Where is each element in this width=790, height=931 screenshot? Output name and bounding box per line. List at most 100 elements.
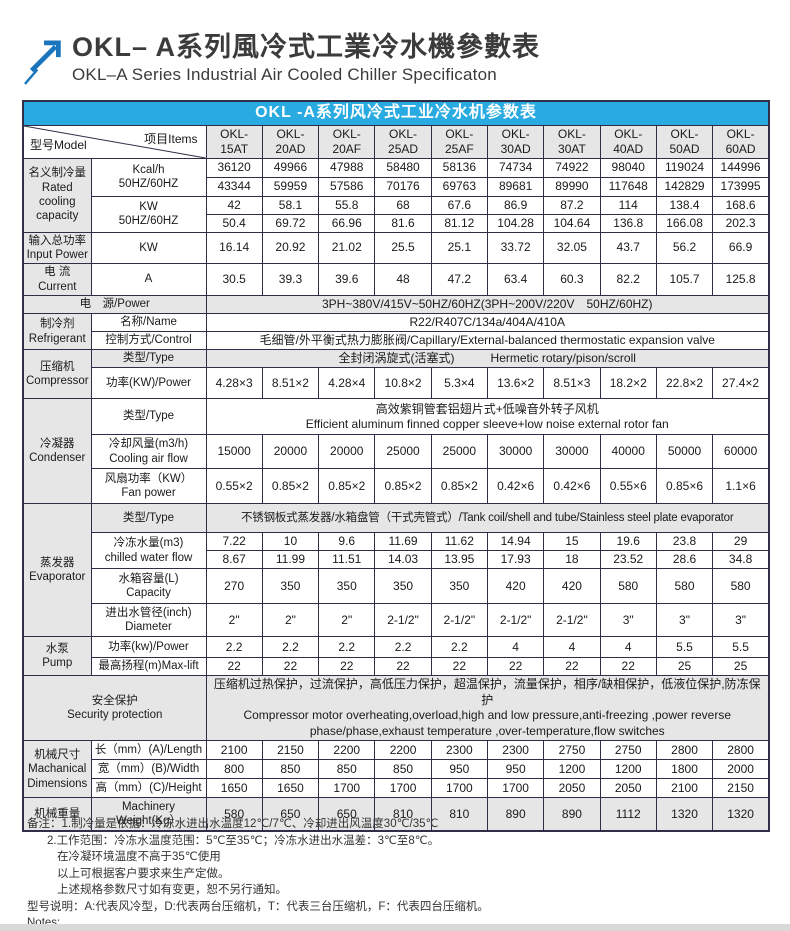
corner-model-label: 型号Model	[30, 137, 87, 152]
value-cell: 1700	[430, 778, 488, 799]
value-cell: 4	[599, 636, 657, 658]
value-cell: 25000	[430, 434, 488, 469]
model-header-cell: OKL- 20AF	[318, 124, 376, 159]
category-security: 安全保护 Security protection	[22, 674, 207, 742]
category-dimensions: 机械尺寸 Machanical Dimensions	[22, 740, 92, 799]
value-cell: 173995	[712, 176, 770, 197]
diagonal-divider	[24, 126, 206, 158]
value-cell: 13.95	[430, 550, 488, 569]
value-cell: 580	[599, 568, 657, 604]
value-cell: 25	[712, 657, 770, 676]
value-cell: 1650	[261, 778, 320, 799]
rated-kcal-50hz-row: 名义制冷量 Rated cooling capacity Kcal/h 50HZ…	[22, 157, 770, 233]
value-cell: 1200	[599, 759, 657, 780]
value-cell: 104.28	[486, 213, 545, 233]
value-cell: 21.02	[318, 231, 376, 265]
bottom-divider	[0, 924, 790, 931]
evaporator-type-value: 不锈钢板式蒸发器/水箱盘管（干式壳管式）/Tank coil/shell and…	[205, 503, 770, 533]
value-cell: 125.8	[712, 263, 770, 296]
item-refrigerant-name: 名称/Name	[90, 313, 207, 332]
value-cell: 2.2	[318, 636, 376, 658]
item-pipe-diameter: 进出水管径(inch) Diameter	[90, 603, 207, 637]
value-cell: 11.99	[261, 550, 320, 569]
value-cell: 50000	[655, 434, 714, 469]
value-cell: 25000	[374, 434, 432, 469]
value-cell: 0.85×2	[318, 468, 376, 504]
evaporator-capacity-row: 水箱容量(L) Capacity 270 350 350 350 350 420 420 58…	[23, 568, 770, 604]
power-source-label: 电 源/Power	[22, 295, 207, 314]
value-cell: 800	[205, 759, 263, 780]
value-cell: 66.9	[712, 231, 770, 265]
model-header-cell: OKL- 30AD	[486, 124, 545, 159]
value-cell: 144996	[712, 157, 770, 178]
category-condenser: 冷凝器 Condenser	[22, 398, 92, 504]
value-cell: 0.55×6	[599, 468, 657, 504]
model-header-cell: OKL- 30AT	[543, 124, 601, 159]
value-cell: 850	[318, 759, 376, 780]
note-line: 2.工作范围：冷冻水温度范围：5℃至35℃；冷冻水进出水温差：3℃至8℃。	[47, 834, 440, 847]
value-cell: 22	[374, 657, 432, 676]
spec-table: OKL -A系列风冷式工业冷水机参数表 型号Model 项目Items OKL-…	[22, 100, 770, 832]
item-cooling-air-flow: 冷却风量(m3/h) Cooling air flow	[90, 434, 207, 469]
value-cell: 580	[655, 568, 714, 604]
note-line: 上述规格参数尺寸如有变更，恕不另行通知。	[57, 884, 287, 896]
note-line: 在冷凝环境温度不高于35℃使用	[57, 851, 221, 863]
value-cell: 0.42×6	[486, 468, 545, 504]
value-cell: 0.85×2	[261, 468, 320, 504]
value-cell: 2800	[655, 740, 714, 761]
value-cell: 2"	[318, 603, 376, 637]
item-height: 高（mm）(C)/Height	[90, 778, 207, 799]
value-cell: 2050	[599, 778, 657, 799]
value-cell: 117648	[599, 176, 657, 197]
corner-items-label: 项目Items	[144, 131, 198, 146]
value-cell: 34.8	[712, 550, 770, 569]
value-cell: 2100	[655, 778, 714, 799]
value-cell: 580	[712, 568, 770, 604]
value-cell: 50.4	[205, 213, 263, 233]
item-max-lift: 最高扬程(m)Max-lift	[90, 657, 207, 676]
item-compressor-power: 功率(KW)/Power	[90, 367, 207, 399]
evaporator-diameter-row: 进出水管径(inch) Diameter 2" 2" 2" 2-1/2" 2-1/2" 2…	[23, 603, 770, 637]
value-cell: 1320	[712, 797, 770, 832]
value-cell: 2200	[318, 740, 376, 761]
value-cell: 5.5	[655, 636, 714, 658]
note-line: 型号说明：A:代表风冷型，D:代表两台压缩机，T：代表三台压缩机，F：代表四台压…	[27, 900, 489, 913]
value-cell: 890	[543, 797, 601, 832]
condenser-fan-row: 风扇功率（KW） Fan power 0.55×2 0.85×2 0.85×2 0.8…	[23, 468, 770, 504]
value-cell: 650	[318, 797, 376, 832]
item-width: 宽（mm）(B)/Width	[90, 759, 207, 780]
value-cell: 0.85×6	[655, 468, 714, 504]
value-cell: 350	[374, 568, 432, 604]
item-current-unit: A	[90, 263, 207, 296]
condenser-airflow-row: 冷却风量(m3/h) Cooling air flow 15000 20000 20…	[23, 434, 770, 469]
value-cell: 350	[261, 568, 320, 604]
value-cell: 850	[261, 759, 320, 780]
value-cell: 2200	[374, 740, 432, 761]
value-cell: 17.93	[486, 550, 545, 569]
item-evaporator-type: 类型/Type	[90, 503, 207, 533]
value-cell: 18	[543, 550, 601, 569]
model-header-cell: OKL- 40AD	[599, 124, 657, 159]
value-cell: 2300	[486, 740, 545, 761]
value-cell: 86.9	[486, 195, 545, 215]
value-cell: 1320	[655, 797, 714, 832]
value-cell: 138.4	[655, 195, 714, 215]
value-cell: 202.3	[712, 213, 770, 233]
corner-cell: 型号Model 项目Items	[22, 124, 207, 159]
value-cell: 74922	[543, 157, 601, 178]
value-cell: 2.2	[261, 636, 320, 658]
value-cell: 420	[543, 568, 601, 604]
value-cell: 2750	[543, 740, 601, 761]
value-cell: 114	[599, 195, 657, 215]
evaporator-type-row: 蒸发器 Evaporator 类型/Type 不锈钢板式蒸发器/水箱盘管（干式壳…	[22, 503, 770, 637]
model-header-cell: OKL- 60AD	[712, 124, 770, 159]
value-cell: 60.3	[543, 263, 601, 296]
value-cell: 47.2	[430, 263, 488, 296]
value-cell: 4.28×4	[318, 367, 376, 399]
rated-kcal-60hz-row: 43344 59959 57586 70176 69763 89681 89990 11764…	[23, 176, 770, 197]
value-cell: 5.5	[712, 636, 770, 658]
dimension-length-row: 机械尺寸 Machanical Dimensions 长（mm）(A)/Leng…	[22, 740, 770, 799]
value-cell: 22.8×2	[655, 367, 714, 399]
value-cell: 2750	[599, 740, 657, 761]
item-input-power-unit: KW	[90, 231, 207, 265]
